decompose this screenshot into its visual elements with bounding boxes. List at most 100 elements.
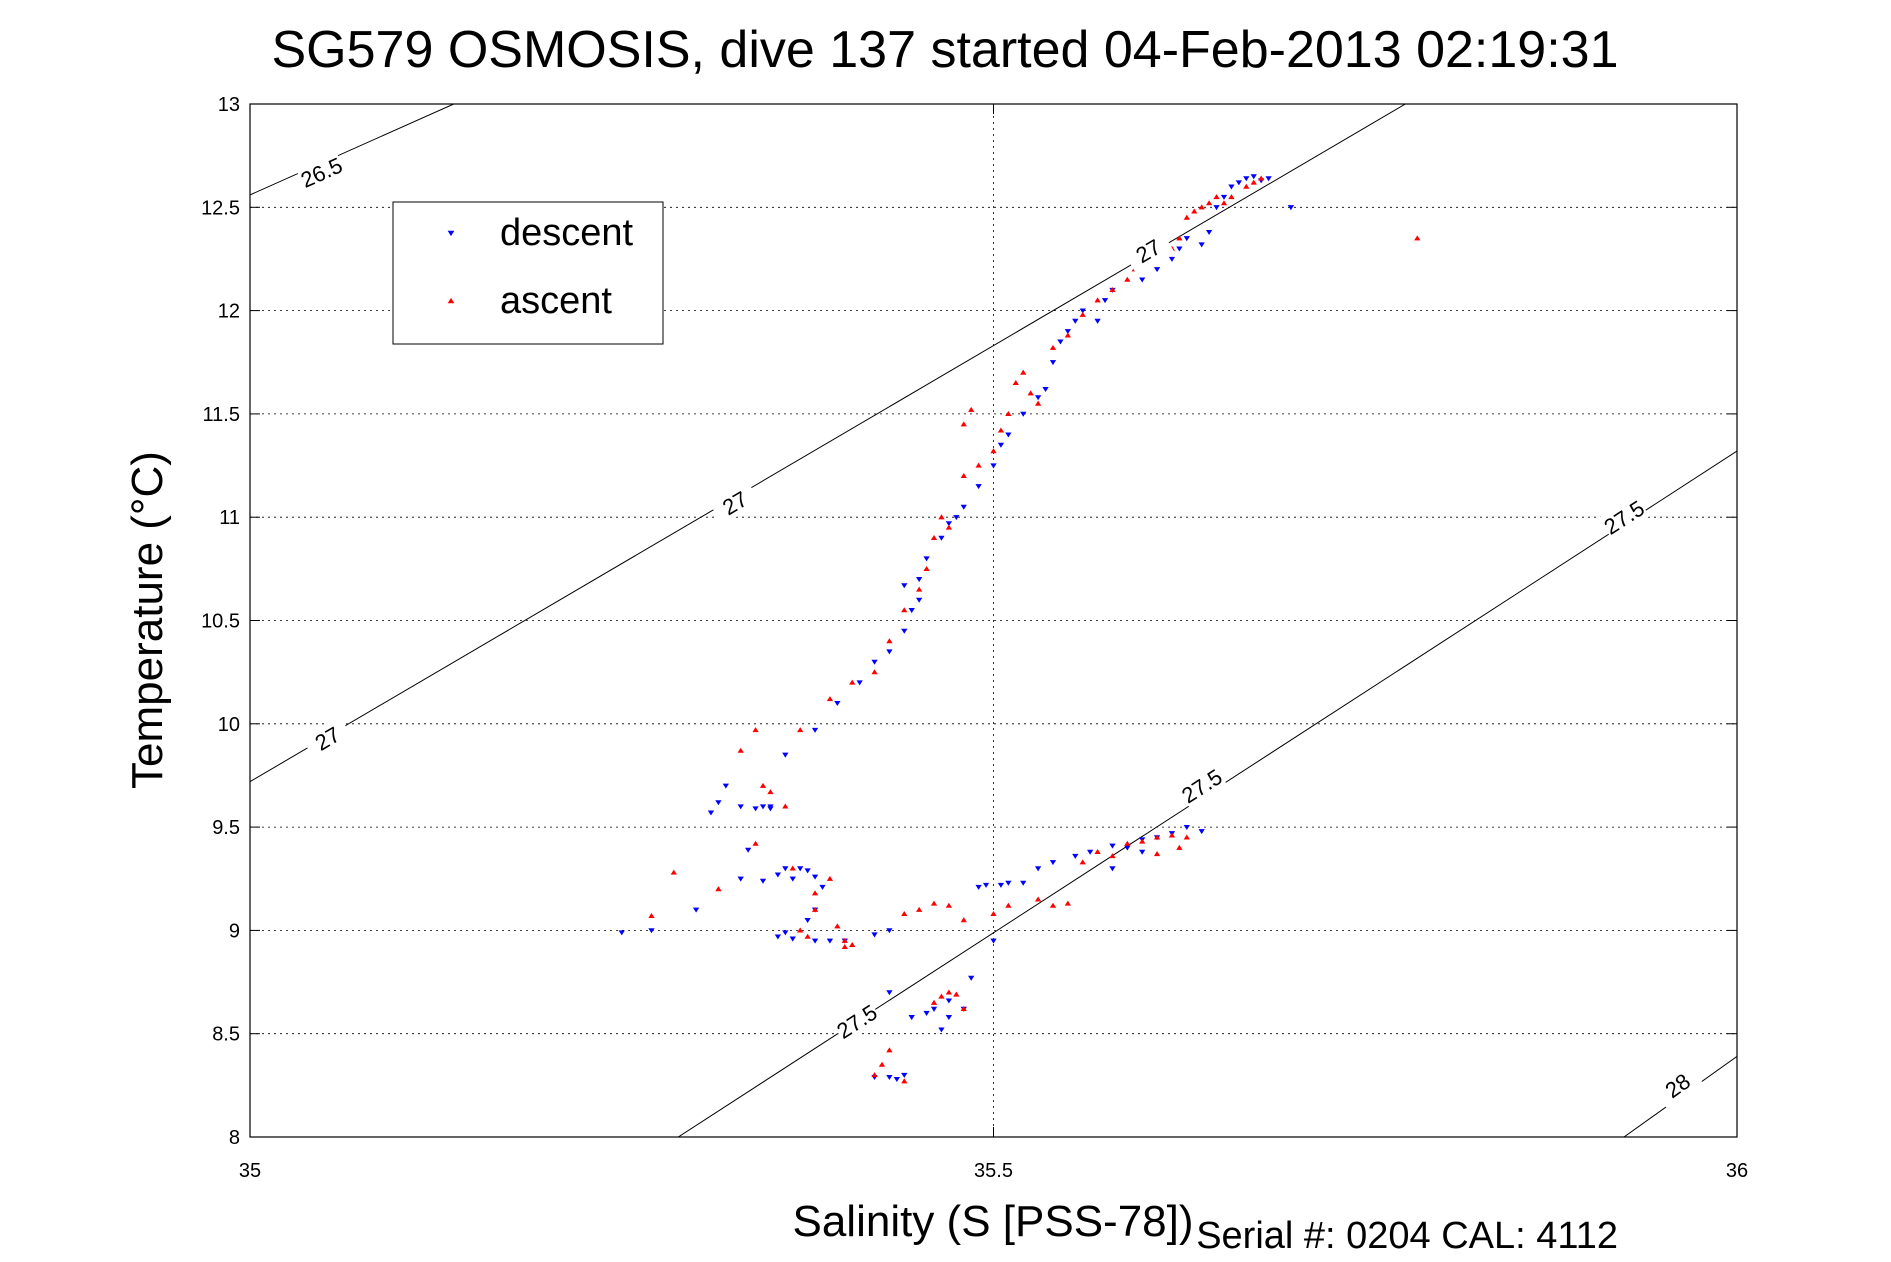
ascent-point — [1191, 208, 1198, 214]
descent-point — [1183, 236, 1190, 242]
descent-point — [648, 928, 655, 934]
ascent-point — [789, 865, 796, 871]
ascent-point — [968, 406, 975, 412]
descent-point — [745, 847, 752, 853]
descent-point — [1265, 176, 1272, 182]
ascent-point — [901, 910, 908, 916]
ascent-point — [1153, 851, 1161, 857]
descent-point — [767, 804, 774, 810]
descent-point — [737, 804, 744, 810]
descent-point — [1235, 180, 1242, 186]
ascent-point — [1034, 896, 1042, 902]
ascent-point — [752, 727, 759, 733]
density-contour-line — [250, 104, 1406, 783]
y-tick-label: 11.5 — [203, 404, 240, 426]
ascent-point — [923, 565, 930, 571]
descent-point — [1087, 849, 1094, 855]
descent-point — [1228, 184, 1235, 190]
descent-point — [782, 866, 789, 872]
ascent-point — [811, 906, 819, 912]
descent-point — [1168, 256, 1176, 262]
ascent-point — [960, 472, 967, 479]
ascent-point — [871, 1072, 878, 1078]
ascent-point — [886, 638, 893, 644]
descent-point — [1034, 866, 1042, 872]
y-tick-label: 9 — [229, 920, 240, 942]
descent-point — [811, 727, 819, 733]
ascent-point — [1027, 390, 1034, 396]
descent-point — [960, 504, 967, 510]
descent-point — [811, 874, 819, 880]
ascent-point — [1414, 235, 1421, 241]
descent-point — [1205, 229, 1213, 235]
descent-point — [1198, 829, 1205, 835]
y-tick-label: 10 — [218, 714, 240, 736]
ascent-point — [901, 1078, 908, 1084]
ascent-point — [1049, 344, 1057, 350]
ascent-point — [1220, 200, 1228, 206]
ascent-point — [1049, 902, 1057, 908]
ascent-point — [990, 448, 997, 454]
ascent-point — [670, 869, 677, 875]
ascent-point — [916, 586, 923, 592]
descent-point — [871, 932, 878, 938]
ascent-point — [901, 607, 908, 613]
descent-point — [1139, 277, 1146, 283]
ascent-point — [1139, 838, 1146, 844]
ascent-point — [953, 991, 960, 997]
ascent-point — [1094, 848, 1101, 855]
contour-label-bg — [1122, 228, 1174, 274]
descent-point — [930, 1006, 938, 1012]
descent-point — [997, 442, 1005, 448]
ascent-point — [1109, 853, 1116, 859]
descent-point — [834, 701, 841, 707]
descent-point — [1005, 880, 1012, 886]
descent-point — [1176, 246, 1183, 252]
ascent-point — [1205, 200, 1213, 206]
y-axis-label: Temperature (°C) — [123, 451, 172, 789]
ascent-point — [1198, 204, 1205, 210]
descent-point — [1109, 866, 1116, 872]
descent-point — [1079, 308, 1086, 314]
ascent-point — [1079, 311, 1086, 317]
descent-point — [1049, 360, 1057, 366]
contour-label-bg — [1598, 494, 1650, 541]
descent-point — [945, 1015, 953, 1021]
contour-label-bg — [709, 480, 761, 526]
legend-marker-ascent — [447, 297, 455, 304]
descent-point — [1072, 853, 1079, 859]
descent-point — [1213, 205, 1220, 211]
descent-point — [797, 866, 804, 872]
ascent-point — [1064, 900, 1071, 906]
descent-point — [968, 975, 975, 981]
descent-point — [1042, 386, 1049, 393]
descent-point — [923, 1010, 930, 1016]
ascent-point — [1168, 832, 1176, 838]
serial-cal-footer: Serial #: 0204 CAL: 4112 — [1196, 1215, 1618, 1257]
descent-point — [1124, 845, 1131, 851]
descent-point — [782, 930, 789, 936]
ascent-point — [841, 937, 848, 943]
descent-point — [997, 882, 1005, 888]
ascent-point — [945, 989, 953, 995]
ascent-point — [715, 886, 722, 892]
descent-point — [1101, 298, 1109, 304]
descent-point — [901, 628, 908, 634]
descent-point — [715, 800, 722, 806]
descent-point — [953, 515, 960, 521]
legend: descent ascent — [392, 201, 664, 345]
descent-point — [886, 928, 893, 934]
ascent-point — [1109, 287, 1116, 293]
ascent-point — [1034, 400, 1042, 406]
descent-point — [856, 680, 863, 686]
descent-point — [759, 878, 767, 884]
descent-point — [618, 930, 625, 936]
descent-point — [1109, 843, 1116, 849]
ascent-point — [752, 840, 759, 846]
ascent-point — [930, 534, 938, 540]
ascent-point — [997, 427, 1005, 433]
descent-point — [886, 649, 893, 655]
y-tick-label: 9.5 — [212, 817, 240, 839]
descent-point — [1139, 849, 1146, 855]
